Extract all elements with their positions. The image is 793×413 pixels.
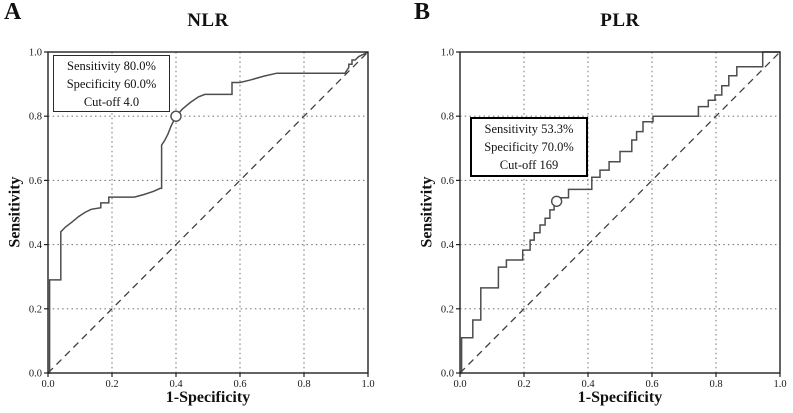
plr-chart-title: PLR bbox=[600, 10, 640, 31]
plr-x-axis-title: 1-Specificity bbox=[577, 389, 663, 406]
y-tick-label: 0.6 bbox=[441, 176, 454, 187]
y-tick-label: 0.4 bbox=[441, 240, 455, 251]
y-tick-label: 1.0 bbox=[29, 48, 42, 59]
x-tick-label: 0.4 bbox=[169, 379, 183, 390]
plot-frame bbox=[459, 51, 781, 374]
cutoff-marker bbox=[550, 195, 563, 207]
x-tick-label: 0.8 bbox=[709, 379, 722, 390]
y-tick-label: 1.0 bbox=[441, 48, 454, 59]
panel-a-letter: A bbox=[4, 0, 22, 25]
y-tick-label: 0.0 bbox=[29, 369, 42, 380]
nlr-y-axis-title: Sensitivity bbox=[6, 176, 23, 248]
plot-frame bbox=[47, 51, 369, 374]
y-tick-label: 0.4 bbox=[29, 240, 43, 251]
plr-cutoff-text: Cut-off 169 bbox=[499, 158, 559, 172]
reference-diagonal-line bbox=[47, 51, 369, 374]
x-tick-label: 0.6 bbox=[233, 379, 246, 390]
nlr-annotation-box: Sensitivity 80.0% Specificity 60.0% Cut-… bbox=[53, 55, 170, 112]
x-tick-label: 0.6 bbox=[645, 379, 658, 390]
x-tick-label: 0.2 bbox=[105, 379, 118, 390]
roc-curve bbox=[460, 51, 780, 374]
plr-sensitivity-text: Sensitivity 53.3% bbox=[484, 122, 574, 136]
x-tick-label: 0.2 bbox=[517, 379, 530, 390]
plr-annotation-box: Sensitivity 53.3% Specificity 70.0% Cut-… bbox=[470, 117, 588, 177]
y-tick-label: 0.6 bbox=[29, 176, 42, 187]
panel-b-letter: B bbox=[414, 0, 431, 25]
y-tick-label: 0.8 bbox=[441, 112, 454, 123]
nlr-x-axis-title: 1-Specificity bbox=[165, 389, 251, 406]
cutoff-marker bbox=[170, 110, 182, 122]
x-tick-label: 0.0 bbox=[41, 379, 54, 390]
x-tick-label: 0.4 bbox=[581, 379, 595, 390]
x-tick-label: 1.0 bbox=[361, 379, 374, 390]
nlr-chart-title: NLR bbox=[187, 10, 229, 31]
reference-diagonal-line bbox=[459, 51, 781, 374]
plr-specificity-text: Specificity 70.0% bbox=[484, 140, 574, 154]
x-tick-label: 0.8 bbox=[297, 379, 310, 390]
y-tick-label: 0.0 bbox=[441, 369, 454, 380]
x-tick-label: 1.0 bbox=[773, 379, 786, 390]
y-tick-label: 0.8 bbox=[29, 112, 42, 123]
plr-y-axis-title: Sensitivity bbox=[418, 176, 435, 248]
x-tick-label: 0.0 bbox=[453, 379, 466, 390]
nlr-sensitivity-text: Sensitivity 80.0% bbox=[67, 58, 156, 73]
nlr-specificity-text: Specificity 60.0% bbox=[66, 76, 157, 91]
y-tick-label: 0.2 bbox=[29, 304, 42, 315]
nlr-cutoff-text: Cut-off 4.0 bbox=[83, 94, 140, 109]
roc-curve bbox=[48, 51, 369, 374]
y-tick-label: 0.2 bbox=[441, 304, 454, 315]
